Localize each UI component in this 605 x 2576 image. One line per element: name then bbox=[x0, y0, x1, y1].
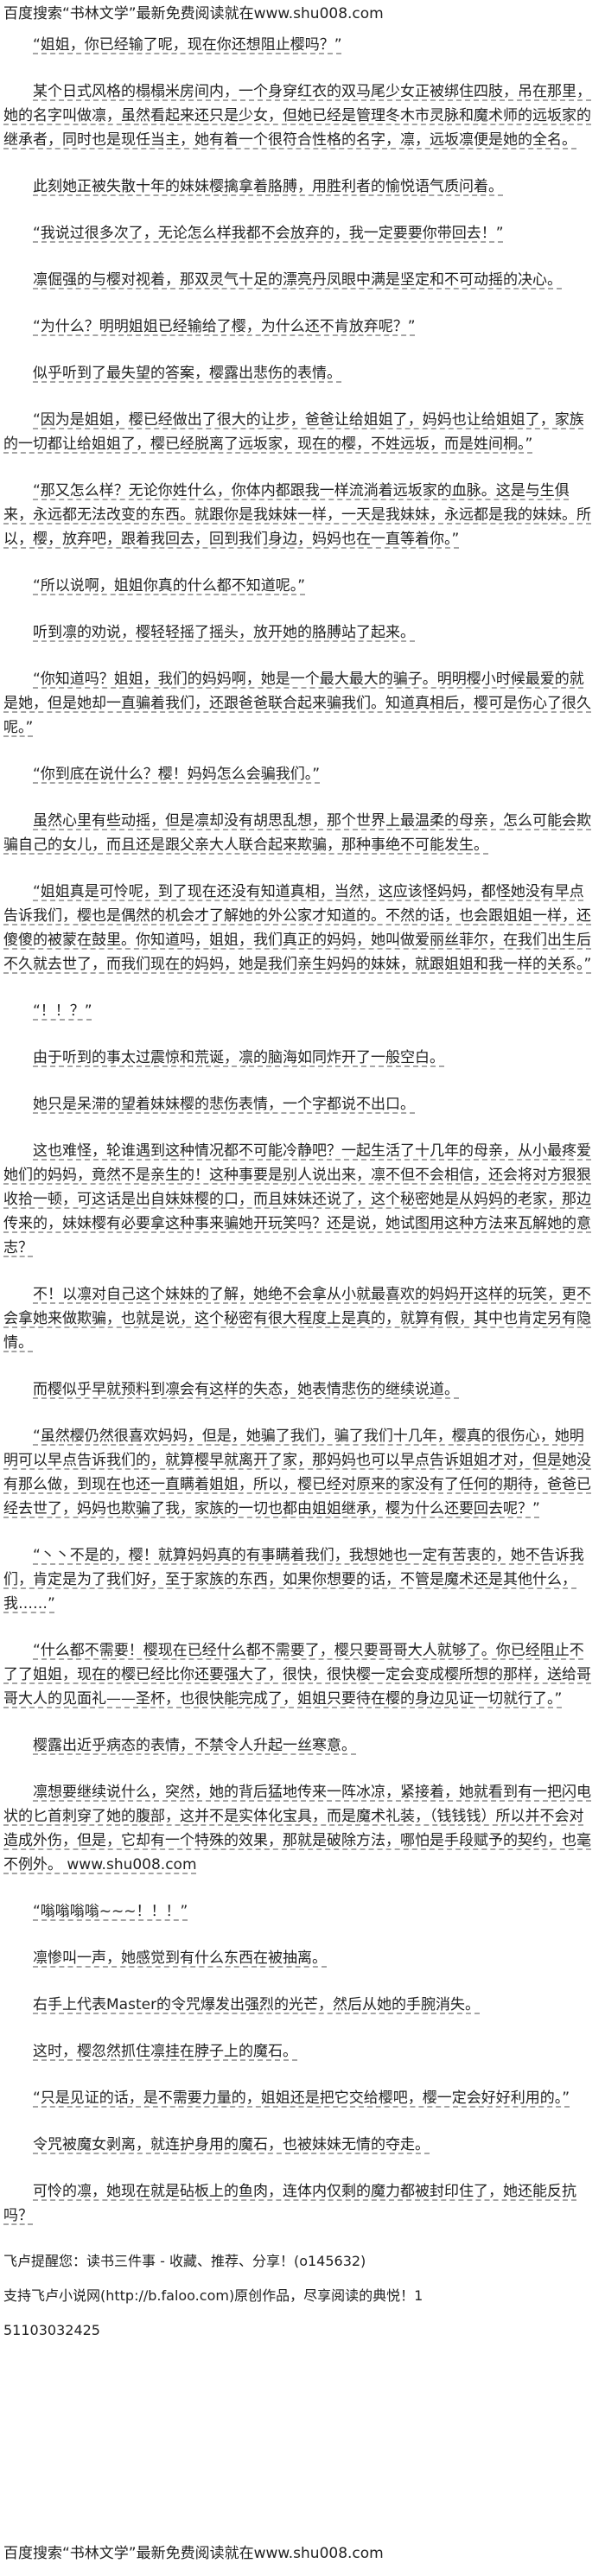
reminder: 飞卢提醒您：读书三件事 - 收藏、推荐、分享！(o145632) bbox=[3, 2253, 366, 2269]
paragraph: 她只是呆滞的望着妹妹樱的悲伤表情，一个字都说不出口。 bbox=[33, 1096, 415, 1113]
paragraph: “什么都不需要！樱现在已经什么都不需要了，樱只要哥哥大人就够了。你已经阻止不了了… bbox=[3, 1642, 591, 1708]
article: “姐姐，你已经输了呢，现在你还想阻止樱吗？” 某个日式风格的榻榻米房间内，一个身穿… bbox=[3, 33, 598, 2228]
paragraph: “姐姐真是可怜呢，到了现在还没有知道真相，当然，这应该怪妈妈，都怪她没有早点告诉… bbox=[3, 883, 592, 973]
paragraph: “只是见证的话，是不需要力量的，姐姐还是把它交给樱吧，樱一定会好好利用的。” bbox=[33, 2089, 570, 2107]
paragraph: 某个日式风格的榻榻米房间内，一个身穿红衣的双马尾少女正被绑住四肢，吊在那里，她的… bbox=[3, 83, 591, 149]
paragraph: “那又怎么样？无论你姓什么，你体内都跟我一样流淌着远坂家的血脉。这是与生俱来，永… bbox=[3, 482, 591, 548]
support-note: 支持飞卢小说网(http://b.faloo.com)原创作品，尽享阅读的典悦！… bbox=[3, 2287, 424, 2304]
paragraph: 凛想要继续说什么，突然，她的背后猛地传来一阵冰凉，紧接着，她就看到有一把闪电状的… bbox=[3, 1784, 591, 1873]
paragraph: “丶丶不是的，樱！就算妈妈真的有事瞒着我们，我想她也一定有苦衷的，她不告诉我们，… bbox=[3, 1547, 584, 1612]
paragraph: “！！？” bbox=[33, 1002, 92, 1020]
paragraph: “虽然樱仍然很喜欢妈妈，但是，她骗了我们，骗了我们十几年，樱真的很伤心，她明明可… bbox=[3, 1428, 591, 1517]
paragraph: 似乎听到了最失望的答案，樱露出悲伤的表情。 bbox=[33, 365, 341, 382]
paragraph: “为什么？明明姐姐已经输给了樱，为什么还不肯放弃呢？” bbox=[33, 318, 416, 335]
paragraph: 此刻她正被失散十年的妹妹樱擒拿着胳膊，用胜利者的愉悦语气质问着。 bbox=[33, 178, 503, 195]
paragraph: 由于听到的事太过震惊和荒诞，凛的脑海如同炸开了一般空白。 bbox=[33, 1049, 444, 1066]
paragraph: “所以说啊，姐姐你真的什么都不知道呢。” bbox=[33, 577, 306, 595]
paragraph: “你知道吗？姐姐，我们的妈妈啊，她是一个最大最大的骗子。明明樱小时候最爱的就是她… bbox=[3, 671, 591, 736]
paragraph: 樱露出近乎病态的表情，不禁令人升起一丝寒意。 bbox=[33, 1737, 356, 1754]
paragraph: 而樱似乎早就预料到凛会有这样的失态，她表情悲伤的继续说道。 bbox=[33, 1381, 459, 1398]
paragraph: “你到底在说什么？樱！妈妈怎么会骗我们。” bbox=[33, 766, 321, 783]
header-ad: 百度搜索“书林文学”最新免费阅读就在www.shu008.com bbox=[3, 5, 384, 22]
paragraph: 右手上代表Master的令咒爆发出强烈的光芒，然后从她的手腕消失。 bbox=[33, 1996, 481, 2013]
paragraph: 这时，樱忽然抓住凛挂在脖子上的魔石。 bbox=[33, 2043, 297, 2060]
id-line: 51103032425 bbox=[3, 2322, 100, 2338]
paragraph: 这也难怪，轮谁遇到这种情况都不可能冷静吧？一起生活了十几年的母亲，从小最疼爱她们… bbox=[3, 1142, 591, 1256]
paragraph: 可怜的凛，她现在就是砧板上的鱼肉，连体内仅剩的魔力都被封印住了，她还能反抗吗？ bbox=[3, 2183, 576, 2224]
paragraph: “姐姐，你已经输了呢，现在你还想阻止樱吗？” bbox=[33, 36, 342, 54]
paragraph: “嗡嗡嗡嗡~~~！！！” bbox=[33, 1903, 188, 1920]
paragraph: 令咒被魔女剥离，就连护身用的魔石，也被妹妹无情的夺走。 bbox=[33, 2136, 430, 2153]
paragraph: 凛倔强的与樱对视着，那双灵气十足的漂亮丹凤眼中满是坚定和不可动摇的决心。 bbox=[33, 271, 562, 289]
paragraph: “因为是姐姐，樱已经做出了很大的让步，爸爸让给姐姐了，妈妈也让给姐姐了，家族的一… bbox=[3, 411, 584, 453]
paragraph: 不！以凛对自己这个妹妹的了解，她绝不会拿从小就最喜欢的妈妈开这样的玩笑，更不会拿… bbox=[3, 1286, 591, 1352]
paragraph: 听到凛的劝说，樱轻轻摇了摇头，放开她的胳膊站了起来。 bbox=[33, 624, 415, 641]
footer-ad: 百度搜索“书林文学”最新免费阅读就在www.shu008.com bbox=[3, 2545, 384, 2562]
paragraph: “我说过很多次了，无论怎么样我都不会放弃的，我一定要要你带回去！” bbox=[33, 225, 504, 242]
paragraph: 虽然心里有些动摇，但是凛却没有胡思乱想，那个世界上最温柔的母亲，怎么可能会欺骗自… bbox=[3, 812, 591, 854]
paragraph: 凛惨叫一声，她感觉到有什么东西在被抽离。 bbox=[33, 1949, 327, 1967]
